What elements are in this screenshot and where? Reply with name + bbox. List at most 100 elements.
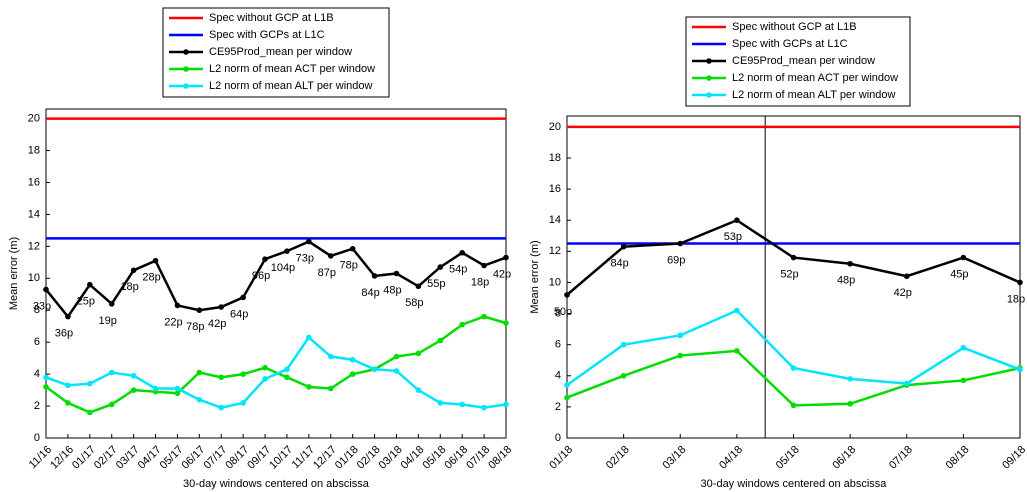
- data-point: [262, 376, 268, 382]
- data-point: [327, 353, 334, 360]
- legend-label: L2 norm of mean ALT per window: [209, 80, 373, 92]
- legend-label: L2 norm of mean ACT per window: [209, 63, 375, 75]
- x-tick-label: 05/17: [158, 444, 186, 472]
- data-point: [218, 374, 225, 381]
- legend-marker: [183, 83, 189, 89]
- data-point: [1017, 279, 1023, 286]
- legend-label: CE95Prod_mean per window: [209, 46, 352, 58]
- data-point: [734, 348, 740, 354]
- y-tick-label: 16: [549, 183, 561, 195]
- x-tick-label: 07/18: [887, 444, 915, 472]
- data-point: [903, 273, 910, 280]
- series-line: [566, 349, 1021, 407]
- data-point: [790, 254, 797, 261]
- y-tick-label: 4: [34, 368, 40, 380]
- y-tick-label: 0: [555, 432, 561, 444]
- data-point: [790, 402, 797, 409]
- x-axis-label: 30-day windows centered on abscissa: [183, 478, 370, 490]
- data-point: [152, 257, 159, 264]
- data-point: [349, 245, 356, 252]
- y-tick-label: 6: [34, 336, 40, 348]
- x-tick-label: 06/18: [442, 444, 470, 472]
- point-label: 54p: [449, 264, 467, 276]
- point-label: 42p: [208, 318, 226, 330]
- legend-label: Spec without GCP at L1B: [209, 12, 334, 24]
- x-tick-label: 08/17: [223, 444, 251, 472]
- data-point: [43, 286, 49, 293]
- x-tick-label: 01/17: [70, 444, 98, 472]
- y-tick-label: 10: [549, 276, 561, 288]
- point-label: 58p: [405, 297, 423, 309]
- data-point: [734, 307, 740, 314]
- x-tick-label: 03/18: [377, 444, 405, 472]
- y-tick-label: 12: [28, 240, 40, 252]
- point-label: 19p: [99, 315, 117, 327]
- legend: Spec without GCP at L1B Spec with GCPs at…: [162, 7, 390, 98]
- series-line: [45, 335, 507, 409]
- data-point: [65, 313, 71, 320]
- point-label: 84p: [361, 287, 379, 299]
- y-tick-label: 14: [549, 214, 561, 226]
- data-point: [481, 262, 487, 269]
- data-point: [503, 320, 509, 326]
- data-point: [903, 380, 910, 387]
- y-tick-label: 20: [28, 112, 40, 124]
- x-tick-label: 08/18: [486, 444, 514, 472]
- y-axis-label: Mean error (m): [8, 237, 20, 310]
- data-point: [218, 404, 225, 411]
- data-point: [437, 400, 444, 406]
- point-label: 48p: [837, 275, 855, 287]
- x-tick-label: 04/17: [136, 444, 164, 472]
- data-point: [262, 256, 268, 262]
- data-point: [65, 400, 71, 406]
- point-label: 78p: [186, 321, 204, 333]
- x-tick-label: 05/18: [421, 444, 449, 472]
- point-label: 50p: [554, 306, 572, 318]
- x-tick-label: 07/17: [201, 444, 229, 472]
- data-point: [620, 243, 627, 250]
- x-tick-label: 09/17: [245, 444, 273, 472]
- point-label: 78p: [339, 260, 357, 272]
- y-tick-label: 0: [34, 432, 40, 444]
- point-label: 36p: [55, 328, 73, 340]
- legend-marker: [183, 66, 189, 72]
- data-point: [564, 382, 570, 388]
- chart: 0 2 4 6 8 10 12 14 16 18 20 01/18 02/18 03/18 04/18 05/…: [529, 16, 1027, 490]
- data-point: [847, 400, 853, 407]
- data-point: [415, 283, 422, 290]
- point-label: 18p: [120, 281, 138, 293]
- data-point: [43, 374, 49, 381]
- point-label: 28p: [142, 272, 160, 284]
- data-point: [349, 356, 356, 363]
- x-tick-label: 12/16: [48, 444, 76, 472]
- x-tick-label: 12/17: [311, 444, 339, 472]
- y-tick-label: 2: [34, 400, 40, 412]
- y-tick-label: 20: [549, 121, 561, 133]
- data-point: [459, 321, 465, 328]
- data-point: [240, 400, 246, 406]
- data-point: [393, 270, 400, 277]
- data-point: [130, 387, 137, 393]
- data-point: [960, 377, 967, 384]
- data-point: [393, 368, 400, 374]
- point-label: 18p: [1007, 293, 1025, 305]
- y-axis-label: Mean error (m): [529, 240, 541, 313]
- data-point: [960, 344, 967, 351]
- legend-marker: [183, 49, 189, 55]
- data-point: [459, 249, 465, 256]
- data-point: [503, 254, 509, 261]
- data-point: [130, 267, 137, 274]
- point-label: 69p: [667, 254, 685, 266]
- point-label: 18p: [471, 276, 489, 288]
- x-tick-label: 02/18: [604, 444, 632, 472]
- data-point: [196, 369, 203, 376]
- point-label: 42p: [894, 287, 912, 299]
- y-tick-label: 12: [549, 245, 561, 257]
- point-label: 48p: [383, 284, 401, 296]
- data-point: [564, 394, 570, 401]
- point-label: 45p: [950, 268, 968, 280]
- x-axis-label: 30-day windows centered on abscissa: [701, 478, 888, 490]
- data-point: [677, 332, 684, 339]
- data-point: [130, 372, 137, 379]
